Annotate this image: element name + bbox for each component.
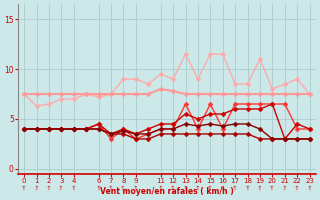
Text: ↗: ↗	[157, 185, 164, 192]
Text: ↗: ↗	[33, 185, 40, 192]
Text: ↗: ↗	[120, 185, 127, 192]
Text: ↗: ↗	[269, 185, 276, 192]
Text: ↗: ↗	[293, 185, 301, 192]
X-axis label: Vent moyen/en rafales ( km/h ): Vent moyen/en rafales ( km/h )	[100, 187, 234, 196]
Text: ↗: ↗	[207, 185, 214, 192]
Text: ↗: ↗	[170, 185, 177, 192]
Text: ↗: ↗	[132, 185, 140, 192]
Text: ↗: ↗	[45, 185, 52, 192]
Text: ↗: ↗	[256, 185, 264, 192]
Text: ↗: ↗	[244, 185, 251, 192]
Text: ↗: ↗	[281, 185, 288, 192]
Text: ↗: ↗	[219, 185, 226, 192]
Text: ↗: ↗	[108, 185, 115, 192]
Text: ↗: ↗	[194, 185, 202, 192]
Text: ↗: ↗	[306, 185, 313, 192]
Text: ↗: ↗	[20, 185, 28, 192]
Text: ↗: ↗	[232, 185, 239, 192]
Text: ↗: ↗	[70, 185, 77, 192]
Text: ↗: ↗	[58, 185, 65, 192]
Text: ↗: ↗	[95, 185, 102, 192]
Text: ↗: ↗	[182, 185, 189, 192]
